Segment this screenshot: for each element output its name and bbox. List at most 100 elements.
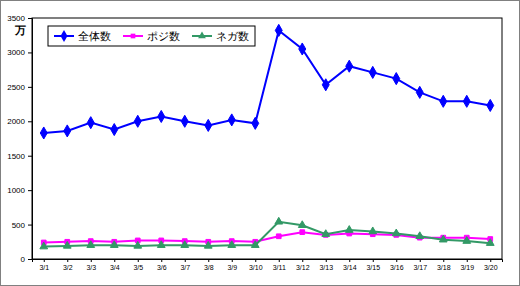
x-tick-mark	[443, 259, 444, 262]
x-tick: 3/10	[249, 259, 263, 271]
marker	[299, 43, 306, 55]
x-tick-label: 3/10	[249, 264, 263, 271]
x-tick: 3/17	[413, 259, 427, 271]
x-axis: 3/13/23/33/43/53/63/73/83/93/103/113/123…	[33, 259, 503, 271]
y-tick-label: 3000	[7, 48, 25, 57]
x-tick-mark	[467, 259, 468, 262]
y-tick-label: 500	[12, 221, 26, 230]
x-tick-mark	[44, 259, 45, 262]
chart-frame	[1, 1, 520, 286]
x-tick-label: 3/19	[460, 264, 474, 271]
x-tick-mark	[349, 259, 350, 262]
y-tick-label: 1000	[7, 186, 25, 195]
y-tick: 1000	[7, 186, 32, 195]
legend-marker	[131, 34, 136, 39]
x-tick-label: 3/13	[319, 264, 333, 271]
x-tick: 3/2	[63, 259, 73, 271]
x-tick: 3/18	[437, 259, 451, 271]
y-tick-label: 3500	[7, 14, 25, 23]
marker	[369, 66, 376, 78]
series-group	[40, 24, 494, 248]
marker	[463, 237, 471, 244]
marker	[440, 95, 447, 107]
legend-marker	[198, 32, 206, 39]
marker	[346, 60, 353, 72]
marker	[322, 230, 330, 237]
x-tick: 3/16	[390, 259, 404, 271]
marker	[252, 117, 259, 129]
y-tick-mark	[28, 190, 32, 191]
legend-marker	[61, 30, 68, 42]
x-tick-label: 3/15	[366, 264, 380, 271]
x-tick-mark	[161, 259, 162, 262]
chart: 05001000150020002500300035003/13/23/33/4…	[0, 0, 520, 286]
x-tick-label: 3/18	[437, 264, 451, 271]
x-tick-label: 3/11	[273, 264, 286, 271]
x-tick-mark	[208, 259, 209, 262]
marker	[134, 115, 141, 127]
marker	[228, 114, 235, 126]
marker	[87, 117, 94, 129]
y-axis: 0500100015002000250030003500	[7, 14, 32, 264]
x-tick: 3/1	[39, 259, 49, 271]
y-tick: 3000	[7, 48, 32, 57]
y-tick-mark	[28, 52, 32, 53]
y-tick: 3500	[7, 14, 32, 23]
x-tick-mark	[420, 259, 421, 262]
y-tick-label: 2000	[7, 117, 25, 126]
marker	[416, 86, 423, 98]
marker	[300, 230, 305, 235]
y-tick: 2500	[7, 83, 32, 92]
x-tick-mark	[114, 259, 115, 262]
marker	[276, 234, 281, 239]
x-tick: 3/12	[296, 259, 310, 271]
y-tick-label: 0	[21, 255, 26, 264]
y-tick: 0	[21, 255, 32, 264]
x-tick: 3/15	[366, 259, 380, 271]
marker	[111, 124, 118, 136]
x-tick: 3/7	[180, 259, 190, 271]
x-tick-label: 3/20	[484, 264, 498, 271]
legend: 全体数ポジ数ネガ数	[48, 26, 255, 46]
marker	[416, 232, 424, 239]
marker	[181, 241, 189, 248]
marker	[487, 99, 494, 111]
plot: 05001000150020002500300035003/13/23/33/4…	[7, 14, 502, 271]
legend-entry: ネガ数	[192, 30, 249, 42]
marker	[204, 241, 212, 248]
x-tick: 3/8	[204, 259, 214, 271]
marker	[463, 95, 470, 107]
marker	[298, 221, 306, 228]
y-tick-mark	[28, 18, 32, 19]
y-tick-label: 2500	[7, 83, 25, 92]
x-tick-mark	[326, 259, 327, 262]
marker	[157, 241, 165, 248]
x-tick-label: 3/4	[110, 264, 120, 271]
marker	[134, 241, 142, 248]
series-markers	[40, 24, 493, 139]
x-tick: 3/19	[460, 259, 474, 271]
marker	[40, 242, 48, 249]
legend-label: ネガ数	[216, 30, 249, 42]
marker	[64, 125, 71, 137]
legend-box	[48, 26, 255, 46]
series-markers	[40, 217, 494, 248]
marker	[345, 226, 353, 233]
x-tick-mark	[255, 259, 256, 262]
marker	[63, 241, 71, 248]
x-tick-mark	[185, 259, 186, 262]
legend-label: ポジ数	[147, 30, 180, 42]
x-tick-mark	[396, 259, 397, 262]
x-tick-label: 3/9	[227, 264, 237, 271]
x-tick-label: 3/6	[157, 264, 167, 271]
y-tick-mark	[28, 121, 32, 122]
x-tick-label: 3/2	[63, 264, 73, 271]
marker	[158, 110, 165, 122]
marker	[275, 24, 282, 36]
marker	[205, 119, 212, 131]
marker	[486, 239, 494, 246]
marker	[439, 235, 447, 242]
y-axis-title: 万	[14, 24, 26, 36]
marker	[369, 227, 377, 234]
x-tick-label: 3/5	[133, 264, 143, 271]
